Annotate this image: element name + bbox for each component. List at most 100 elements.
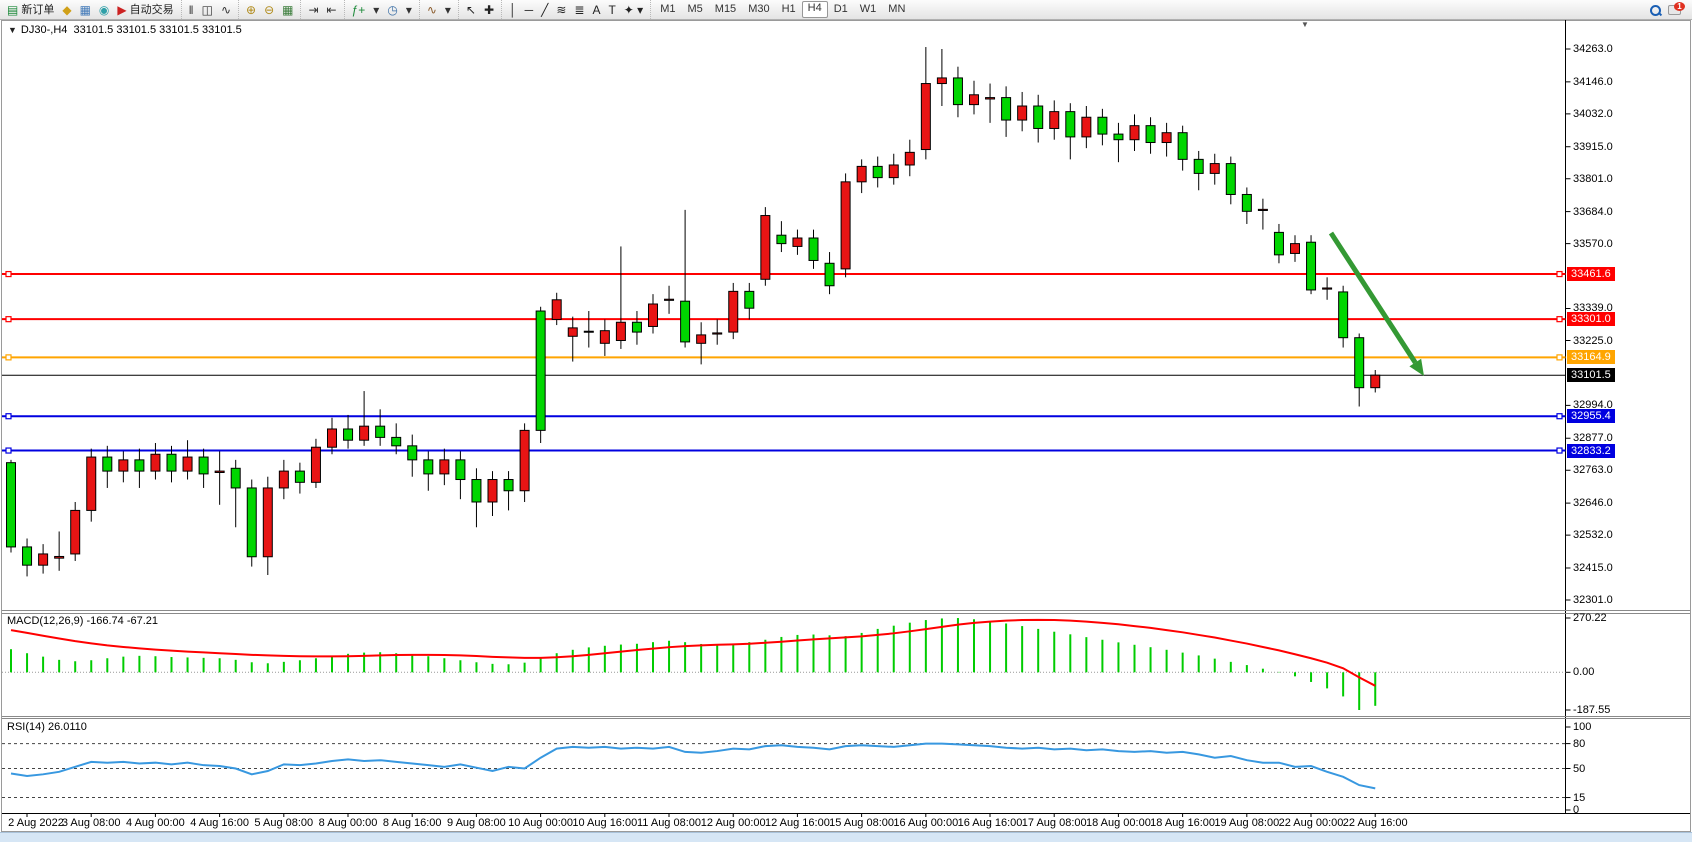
candle-down xyxy=(1033,105,1044,129)
toolbar-group-cursor: ↖ ✚ xyxy=(457,0,501,19)
candle-up xyxy=(615,321,626,342)
candle-down xyxy=(1145,125,1156,144)
rsi-scale-tick: 80 xyxy=(1573,737,1586,750)
candle-down xyxy=(471,479,482,503)
candlestick-chart-button[interactable]: ◫ xyxy=(198,2,217,18)
search-icon[interactable] xyxy=(1650,4,1663,16)
hline-handle[interactable] xyxy=(5,447,12,454)
signals-button[interactable]: ◉ xyxy=(95,2,113,18)
status-bar xyxy=(0,832,1692,842)
bar-chart-icon: ‖ xyxy=(188,2,194,17)
indicators-dropdown[interactable]: ▾ xyxy=(369,2,383,18)
arrows-button[interactable]: ✦ ▾ xyxy=(620,2,647,18)
chart-quotes: 33101.5 33101.5 33101.5 33101.5 xyxy=(73,24,242,36)
price-axis-tick: 32532.0 xyxy=(1573,529,1613,542)
hline-price-label[interactable]: 33101.5 xyxy=(1567,368,1615,383)
zoom-in-button[interactable]: ⊕ xyxy=(242,2,260,18)
hline-handle[interactable] xyxy=(5,354,12,361)
timeframe-d1[interactable]: D1 xyxy=(833,3,848,15)
hline-handle[interactable] xyxy=(5,316,12,323)
tile-windows-button[interactable]: ▦ xyxy=(278,2,297,18)
candle-down xyxy=(102,456,113,472)
chart-title: ▼ DJ30-,H4 33101.5 33101.5 33101.5 33101.… xyxy=(8,24,242,36)
periods-button[interactable]: ◷ xyxy=(383,2,401,18)
hline-price-label[interactable]: 32955.4 xyxy=(1567,409,1615,424)
macd-scale-tick: 270.22 xyxy=(1573,612,1607,624)
market-watch-button[interactable]: ◆ xyxy=(58,2,75,18)
toolbar-group-indicators: ƒ+ ▾ ◷ ▾ xyxy=(343,0,419,19)
timeframe-w1[interactable]: W1 xyxy=(859,3,877,15)
rsi-pane xyxy=(2,742,1566,799)
hline-handle[interactable] xyxy=(1556,447,1563,454)
candle-down xyxy=(407,445,418,461)
hline-price-label[interactable]: 33461.6 xyxy=(1567,267,1615,282)
hline-handle[interactable] xyxy=(1556,354,1563,361)
text-label-button[interactable]: T xyxy=(604,2,619,18)
timeframe-m5[interactable]: M5 xyxy=(687,3,703,15)
navigator-button[interactable]: ▦ xyxy=(76,2,95,18)
indicators-button[interactable]: ƒ+ xyxy=(348,2,370,18)
templates-dropdown[interactable]: ▾ xyxy=(441,2,455,18)
new-order-button[interactable]: ▤ 新订单 xyxy=(3,2,58,18)
hline-price-label[interactable]: 32833.2 xyxy=(1567,443,1615,458)
timeframe-m1[interactable]: M1 xyxy=(660,3,676,15)
templates-icon: ∿ xyxy=(426,2,437,17)
price-axis-tick: 33801.0 xyxy=(1573,172,1613,185)
candle-up xyxy=(214,470,225,474)
navigator-icon: ▦ xyxy=(79,2,91,17)
hline-handle[interactable] xyxy=(5,270,12,278)
chart-shift-marker[interactable]: ▼ xyxy=(1301,20,1309,29)
hline-handle[interactable] xyxy=(5,413,12,420)
time-axis-label: 22 Aug 16:00 xyxy=(1342,817,1408,829)
candle-down xyxy=(1354,337,1365,389)
zoom-out-button[interactable]: ⊖ xyxy=(260,2,278,18)
candle-down xyxy=(1097,116,1108,135)
timeframe-m30[interactable]: M30 xyxy=(748,3,770,15)
channel-button[interactable]: ≋ xyxy=(552,2,570,18)
candle-down xyxy=(455,459,466,481)
candle-up xyxy=(519,429,530,492)
chart-menu-icon[interactable]: ▼ xyxy=(8,25,17,35)
toolbar-group-scroll: ⇥ ⇤ xyxy=(300,0,343,19)
trendline-button[interactable]: ╱ xyxy=(537,2,552,18)
crosshair-button[interactable]: ✚ xyxy=(480,2,498,18)
candle-down xyxy=(166,453,177,472)
text-button[interactable]: A xyxy=(588,2,604,18)
autotrading-button[interactable]: ▶ 自动交易 xyxy=(113,2,177,18)
timeframe-h1[interactable]: H1 xyxy=(781,3,796,15)
hline-price-label[interactable]: 33301.0 xyxy=(1567,312,1615,327)
timeframe-h4[interactable]: H4 xyxy=(801,1,828,18)
fibonacci-button[interactable]: ≣ xyxy=(570,2,588,18)
candle-up xyxy=(985,97,996,100)
time-axis-label: 16 Aug 00:00 xyxy=(893,817,959,829)
price-axis-tick: 33225.0 xyxy=(1573,334,1613,347)
periods-dropdown[interactable]: ▾ xyxy=(402,2,416,18)
hline-handle[interactable] xyxy=(1556,316,1563,323)
rsi-scale-tick: 0 xyxy=(1573,804,1580,816)
cursor-icon: ↖ xyxy=(465,2,476,17)
templates-button[interactable]: ∿ xyxy=(423,2,441,18)
candle-up xyxy=(760,215,771,280)
candle-down xyxy=(952,77,963,106)
trend-arrow[interactable] xyxy=(1328,231,1424,376)
horizontal-line-button[interactable]: ─ xyxy=(521,2,538,18)
hline-handle[interactable] xyxy=(1556,270,1563,278)
line-chart-button[interactable]: ∿ xyxy=(217,2,235,18)
hline-price-label[interactable]: 33164.9 xyxy=(1567,350,1615,365)
candle-down xyxy=(6,462,16,548)
chart-shift-button[interactable]: ⇤ xyxy=(323,2,341,18)
timeframe-m15[interactable]: M15 xyxy=(714,3,737,15)
candle-down xyxy=(1113,133,1124,141)
timeframe-mn[interactable]: MN xyxy=(888,3,906,15)
price-axis-tick: 33339.0 xyxy=(1573,302,1613,315)
vertical-line-button[interactable]: │ xyxy=(505,2,521,18)
hline-handle[interactable] xyxy=(1556,413,1563,420)
time-axis-label: 18 Aug 16:00 xyxy=(1150,817,1216,829)
candle-up xyxy=(904,151,915,166)
candle-down xyxy=(872,165,883,179)
channel-icon: ≋ xyxy=(556,2,567,17)
cursor-button[interactable]: ↖ xyxy=(462,2,480,18)
auto-scroll-button[interactable]: ⇥ xyxy=(304,2,322,18)
bar-chart-button[interactable]: ‖ xyxy=(185,2,198,18)
notifications-icon[interactable]: 1 xyxy=(1668,2,1685,15)
